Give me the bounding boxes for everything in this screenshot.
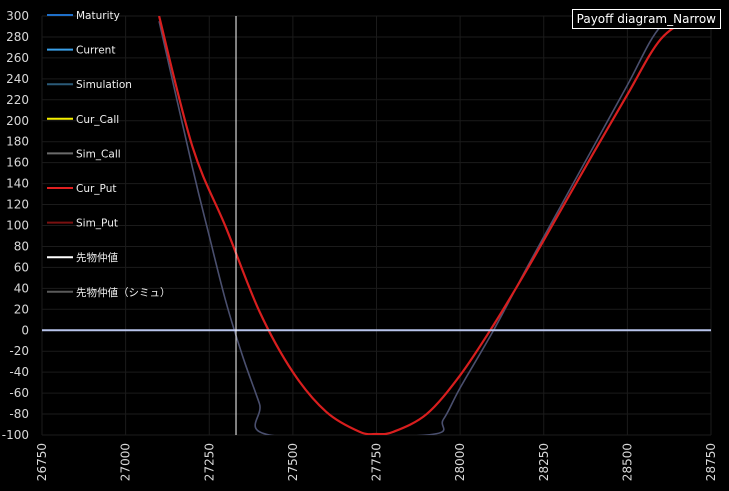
legend-label: 先物仲値 <box>76 251 118 264</box>
y-tick-label: 0 <box>21 323 29 337</box>
y-tick-label: 20 <box>14 302 29 316</box>
legend-label: Simulation <box>76 79 132 91</box>
legend-label: Sim_Call <box>76 148 121 160</box>
y-tick-label: -40 <box>9 365 29 379</box>
y-tick-label: -80 <box>9 407 29 421</box>
y-tick-label: 180 <box>6 135 29 149</box>
chart-title: Payoff diagram_Narrow <box>571 9 721 29</box>
y-tick-label: 260 <box>6 51 29 65</box>
y-tick-label: -60 <box>9 386 29 400</box>
x-tick-label: 27000 <box>119 443 133 481</box>
y-tick-label: 80 <box>14 239 29 253</box>
y-tick-label: 100 <box>6 219 29 233</box>
legend-label: Sim_Put <box>76 218 118 230</box>
y-tick-label: 200 <box>6 114 29 128</box>
y-tick-label: 120 <box>6 198 29 212</box>
y-tick-label: 280 <box>6 30 29 44</box>
legend-label: Maturity <box>76 10 120 22</box>
y-tick-label: 40 <box>14 281 29 295</box>
x-tick-label: 28500 <box>620 443 634 481</box>
x-tick-label: 27250 <box>202 443 216 481</box>
x-tick-label: 26750 <box>35 443 49 481</box>
y-tick-label: 140 <box>6 177 29 191</box>
y-tick-label: 60 <box>14 260 29 274</box>
y-tick-label: 300 <box>6 9 29 23</box>
x-tick-label: 27500 <box>286 443 300 481</box>
series-line-simulation <box>158 16 695 435</box>
series-line-current <box>158 16 695 435</box>
x-tick-label: 28250 <box>537 443 551 481</box>
legend-label: 先物仲値（シミュ） <box>76 286 171 299</box>
y-tick-label: 220 <box>6 93 29 107</box>
x-tick-label: 28750 <box>704 443 718 481</box>
y-tick-label: 240 <box>6 72 29 86</box>
legend-label: Cur_Call <box>76 114 119 126</box>
legend-label: Cur_Put <box>76 183 116 195</box>
y-tick-label: -100 <box>2 428 29 442</box>
y-tick-label: -20 <box>9 344 29 358</box>
legend-label: Current <box>76 45 115 57</box>
x-tick-label: 27750 <box>370 443 384 481</box>
y-tick-label: 160 <box>6 156 29 170</box>
x-tick-label: 28000 <box>453 443 467 481</box>
